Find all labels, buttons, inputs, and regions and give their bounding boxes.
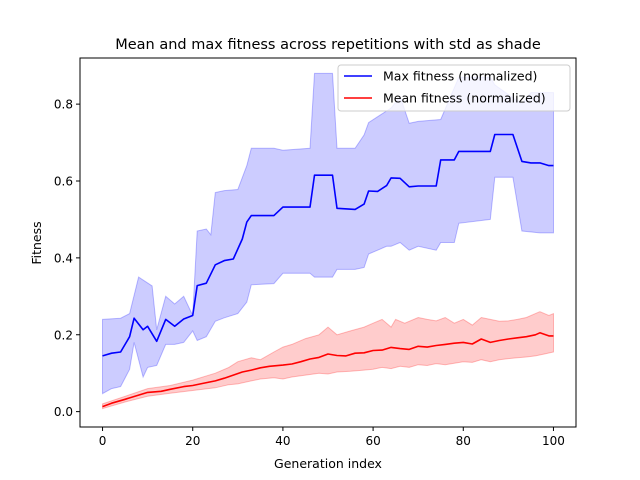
legend-label-mean: Mean fitness (normalized) bbox=[383, 91, 546, 106]
x-tick-label: 20 bbox=[185, 434, 200, 448]
std-shade-layer bbox=[102, 72, 554, 410]
x-tick-label: 0 bbox=[99, 434, 107, 448]
series-line-mean bbox=[102, 331, 554, 408]
y-tick-label: 0.0 bbox=[54, 405, 73, 419]
std-shade-max bbox=[102, 72, 554, 395]
y-tick-label: 0.4 bbox=[54, 251, 73, 265]
y-axis: 0.0 0.2 0.4 0.6 0.8 bbox=[54, 98, 80, 419]
x-tick-label: 40 bbox=[275, 434, 290, 448]
y-tick-label: 0.6 bbox=[54, 175, 73, 189]
legend: Max fitness (normalized) Mean fitness (n… bbox=[337, 64, 571, 112]
plot-frame bbox=[79, 57, 577, 428]
series-lines-layer bbox=[102, 133, 554, 408]
std-shade-mean bbox=[102, 311, 554, 410]
chart-title: Mean and max fitness across repetitions … bbox=[115, 37, 541, 53]
y-tick-label: 0.2 bbox=[54, 328, 73, 342]
x-tick-label: 60 bbox=[365, 434, 380, 448]
legend-label-max: Max fitness (normalized) bbox=[383, 69, 537, 84]
x-axis: 0 20 40 60 80 100 bbox=[99, 427, 565, 448]
y-axis-label: Fitness bbox=[29, 221, 44, 264]
x-tick-label: 80 bbox=[456, 434, 471, 448]
legend-box bbox=[337, 64, 571, 112]
series-line-max bbox=[102, 133, 554, 357]
y-tick-label: 0.8 bbox=[54, 98, 73, 112]
x-axis-label: Generation index bbox=[274, 456, 382, 471]
x-tick-label: 100 bbox=[542, 434, 565, 448]
